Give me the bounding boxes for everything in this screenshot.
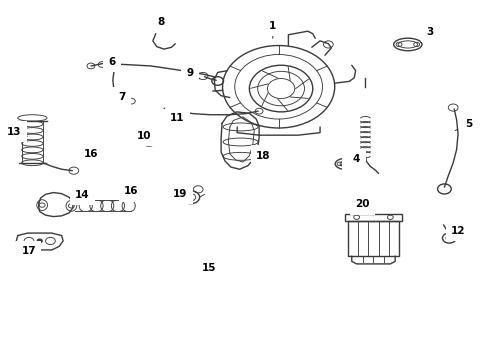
- Text: 20: 20: [354, 199, 369, 210]
- Text: 7: 7: [118, 92, 125, 102]
- Text: 11: 11: [170, 113, 184, 123]
- Text: 16: 16: [83, 149, 98, 159]
- Text: 1: 1: [268, 21, 276, 39]
- Text: 18: 18: [255, 150, 270, 161]
- Text: 2: 2: [344, 160, 354, 170]
- Text: 12: 12: [450, 226, 465, 236]
- Text: 8: 8: [157, 17, 164, 30]
- Circle shape: [37, 239, 42, 243]
- Text: 13: 13: [7, 127, 27, 136]
- Text: 3: 3: [420, 27, 432, 43]
- Text: 5: 5: [454, 120, 471, 131]
- Text: 6: 6: [108, 57, 118, 67]
- Text: 10: 10: [137, 131, 151, 141]
- Text: 14: 14: [75, 190, 90, 200]
- Text: 19: 19: [173, 189, 187, 199]
- Text: 4: 4: [352, 154, 360, 164]
- Text: 17: 17: [21, 246, 36, 256]
- Text: 15: 15: [202, 263, 216, 273]
- Text: 9: 9: [186, 68, 199, 79]
- Text: 16: 16: [124, 186, 138, 197]
